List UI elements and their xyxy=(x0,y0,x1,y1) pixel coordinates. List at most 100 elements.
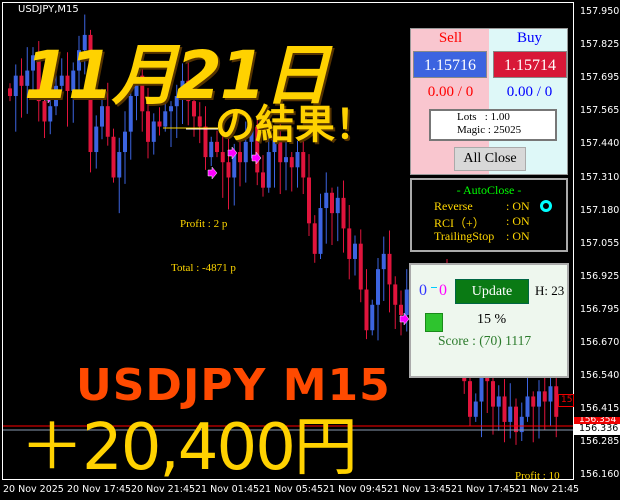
candle-body xyxy=(65,75,70,91)
status-dot-icon xyxy=(540,200,552,212)
autoclose-option-label: TrailingStop xyxy=(434,229,495,243)
candle-body xyxy=(249,126,254,142)
candle-body xyxy=(399,304,403,315)
candle-body xyxy=(88,34,93,153)
sell-price-button[interactable]: 1.15716 xyxy=(413,51,487,78)
price-tick: 157.825 xyxy=(580,39,620,51)
price-tick: 157.695 xyxy=(580,72,620,84)
candle-body xyxy=(542,391,547,402)
candle-body xyxy=(36,55,41,102)
candle-body xyxy=(537,391,541,407)
price-tick: 157.180 xyxy=(580,204,620,216)
candle-body xyxy=(105,106,110,137)
candle-body xyxy=(157,121,162,127)
candle-body xyxy=(289,157,294,168)
candle-body xyxy=(278,136,283,163)
candle-body xyxy=(8,88,12,97)
all-close-button[interactable]: All Close xyxy=(454,147,526,171)
update-button[interactable]: Update xyxy=(455,279,529,304)
candle-body xyxy=(163,111,168,127)
signal-arrow-icon xyxy=(43,90,54,104)
signal-arrow-icon xyxy=(227,146,238,160)
candle-body xyxy=(324,192,329,209)
candle-body xyxy=(473,401,478,417)
candle-body xyxy=(531,396,536,407)
left-count: 0 xyxy=(419,282,427,299)
candle-body xyxy=(48,106,53,122)
result-title: の結果！ xyxy=(215,102,375,148)
signal-square-icon xyxy=(425,313,443,332)
autoclose-option-label: Reverse xyxy=(434,199,473,213)
profit-text: Profit : 2 p xyxy=(180,218,228,230)
count-separator xyxy=(431,287,437,288)
price-tick: 156.795 xyxy=(580,303,620,315)
candle-body xyxy=(358,243,363,290)
buy-label: Buy xyxy=(516,30,542,46)
profit-bottom-text: Profit : 10 xyxy=(515,470,560,480)
candle-body xyxy=(197,116,202,127)
candle-body xyxy=(301,152,306,178)
price-tick: 156.160 xyxy=(580,469,620,481)
candle-body xyxy=(479,365,484,402)
candle-body xyxy=(59,75,64,86)
candle-body xyxy=(341,197,346,229)
candle-body xyxy=(364,289,369,331)
price-tick: 156.415 xyxy=(580,403,620,415)
price-tag: 156 xyxy=(558,394,574,407)
candle-body xyxy=(77,50,81,71)
candle-body xyxy=(548,386,553,402)
autoclose-panel: - AutoClose - Reverse: ON RCI（+）: ON Trail… xyxy=(410,178,568,252)
price-tick: 157.565 xyxy=(580,105,620,117)
sell-pl: 0.00 / 0 xyxy=(427,84,474,100)
buy-price-button[interactable]: 1.15714 xyxy=(493,51,567,78)
autoclose-option-value: : ON xyxy=(506,199,530,213)
candle-body xyxy=(220,152,225,163)
chart-frame xyxy=(2,2,574,480)
candle-body xyxy=(347,228,352,259)
candle-body xyxy=(209,141,214,158)
lots-magic-box: Lots : 1.00 Magic : 25025 xyxy=(429,109,557,141)
candle-body xyxy=(180,80,185,97)
candle-body xyxy=(232,152,237,178)
autoclose-option-value: : ON xyxy=(506,214,530,228)
time-tick: 20 Nov 2025 xyxy=(3,484,64,495)
time-tick: 21 Nov 09:45 xyxy=(323,484,388,495)
candle-body xyxy=(146,111,150,142)
price-tick: 157.310 xyxy=(580,171,620,183)
time-tick: 21 Nov 05:45 xyxy=(259,484,324,495)
candle-body xyxy=(42,101,47,122)
profit-title: ＋20,400円 xyxy=(20,411,358,485)
candle-body xyxy=(525,396,530,417)
candle-body xyxy=(117,152,122,178)
candle-body xyxy=(335,197,340,214)
candle-body xyxy=(312,223,317,254)
candle-body xyxy=(295,152,300,168)
candle-body xyxy=(284,157,288,163)
candle-body xyxy=(54,85,58,107)
time-tick: 20 Nov 17:45 xyxy=(67,484,132,495)
time-tick: 21 Nov 13:45 xyxy=(387,484,452,495)
price-tick: 157.055 xyxy=(580,237,620,249)
percent-label: 15 % xyxy=(477,312,507,327)
candle-body xyxy=(330,192,334,214)
candle-body xyxy=(123,131,127,153)
candle-body xyxy=(215,141,219,153)
candle-body xyxy=(128,96,133,132)
candle-body xyxy=(381,253,386,270)
signal-arrow-icon xyxy=(207,166,218,180)
candle-body xyxy=(514,406,518,433)
candle-body xyxy=(203,126,208,158)
date-title: 11月21日 xyxy=(24,37,330,114)
candle-body xyxy=(387,253,392,285)
candle-body xyxy=(25,70,30,86)
candle-body xyxy=(94,126,99,153)
candle-body xyxy=(174,96,179,107)
time-tick: 20 Nov 21:45 xyxy=(131,484,196,495)
candle-body xyxy=(140,75,145,112)
candle-body xyxy=(243,141,248,163)
candle-body xyxy=(307,177,311,224)
candle-body xyxy=(393,284,398,305)
autoclose-option-label: RCI（+） xyxy=(434,216,485,230)
total-text: Total : -4871 p xyxy=(171,262,236,274)
